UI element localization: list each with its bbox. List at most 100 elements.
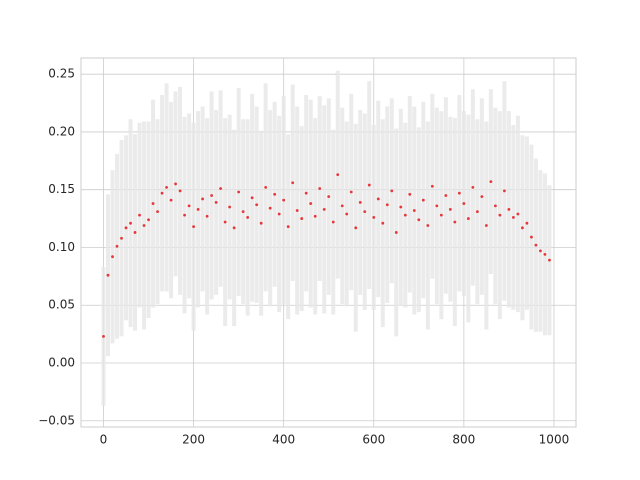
x-tick-label: 400 bbox=[272, 433, 295, 447]
point bbox=[336, 173, 340, 177]
point bbox=[255, 203, 259, 207]
point bbox=[484, 224, 488, 227]
point bbox=[214, 201, 218, 204]
point bbox=[340, 204, 344, 208]
point bbox=[534, 243, 538, 247]
point bbox=[512, 216, 515, 219]
point bbox=[201, 197, 204, 201]
point bbox=[138, 213, 141, 217]
point bbox=[412, 209, 416, 212]
point bbox=[444, 194, 448, 197]
point bbox=[507, 207, 511, 211]
point bbox=[521, 226, 524, 230]
point bbox=[282, 198, 286, 202]
point bbox=[548, 258, 551, 262]
point bbox=[160, 191, 164, 195]
point bbox=[151, 202, 155, 205]
point bbox=[223, 220, 227, 224]
point bbox=[435, 204, 439, 208]
point bbox=[268, 206, 272, 210]
point bbox=[250, 196, 254, 200]
point bbox=[539, 249, 542, 253]
point bbox=[183, 213, 186, 217]
point bbox=[295, 209, 299, 212]
point bbox=[165, 185, 168, 189]
x-tick-label: 0 bbox=[100, 433, 108, 447]
point bbox=[367, 183, 371, 187]
point bbox=[210, 194, 214, 197]
point bbox=[232, 226, 236, 230]
point bbox=[417, 218, 421, 222]
point bbox=[457, 191, 461, 195]
point bbox=[475, 210, 479, 214]
point bbox=[318, 187, 322, 190]
point bbox=[133, 231, 137, 234]
point bbox=[228, 205, 232, 209]
point bbox=[439, 213, 443, 217]
point bbox=[246, 216, 250, 219]
point bbox=[277, 212, 281, 216]
tick-labels: 0 200 400 600 800 1000 −0.05 0.00 0.05 0.10 0.15 0.… bbox=[38, 67, 569, 447]
point bbox=[345, 212, 349, 216]
point bbox=[291, 181, 295, 185]
point bbox=[196, 207, 200, 211]
point bbox=[219, 187, 223, 190]
y-tick-label: 0.00 bbox=[48, 355, 75, 369]
point bbox=[331, 220, 335, 224]
plot-area bbox=[101, 70, 552, 406]
point bbox=[192, 225, 195, 229]
point bbox=[327, 195, 331, 199]
y-tick-label: 0.20 bbox=[48, 124, 75, 138]
point bbox=[237, 190, 241, 194]
point bbox=[471, 185, 475, 189]
point bbox=[259, 221, 263, 225]
point bbox=[390, 189, 394, 193]
point bbox=[493, 204, 497, 208]
point bbox=[124, 226, 128, 230]
point bbox=[399, 205, 403, 209]
point bbox=[525, 221, 529, 225]
point bbox=[142, 224, 146, 227]
point bbox=[178, 189, 182, 193]
point bbox=[363, 210, 367, 214]
point bbox=[498, 213, 502, 217]
x-tick-label: 800 bbox=[452, 433, 475, 447]
y-tick-label: −0.05 bbox=[38, 413, 75, 427]
point bbox=[106, 273, 110, 277]
point bbox=[264, 185, 268, 189]
point bbox=[120, 236, 123, 240]
point bbox=[300, 217, 304, 220]
point bbox=[156, 210, 159, 214]
y-tick-label: 0.05 bbox=[48, 298, 75, 312]
point bbox=[309, 202, 313, 205]
point bbox=[403, 213, 407, 217]
x-tick-label: 200 bbox=[182, 433, 205, 447]
point bbox=[543, 252, 547, 256]
point bbox=[426, 224, 430, 227]
point bbox=[205, 214, 209, 218]
point bbox=[421, 198, 425, 202]
point bbox=[466, 217, 470, 220]
point bbox=[115, 244, 119, 248]
point bbox=[480, 195, 484, 199]
point bbox=[462, 202, 466, 205]
point bbox=[358, 201, 362, 204]
point bbox=[372, 216, 376, 219]
point bbox=[349, 190, 353, 194]
point bbox=[273, 192, 277, 196]
point bbox=[503, 189, 506, 193]
point bbox=[430, 184, 434, 188]
point bbox=[394, 231, 398, 234]
point bbox=[530, 235, 533, 239]
point bbox=[169, 198, 173, 202]
point bbox=[354, 226, 358, 230]
axes-frame bbox=[80, 57, 577, 428]
point bbox=[129, 221, 132, 225]
point bbox=[408, 192, 412, 196]
point bbox=[313, 214, 317, 218]
point bbox=[385, 203, 389, 207]
point bbox=[376, 197, 380, 201]
x-tick-label: 1000 bbox=[539, 433, 570, 447]
point bbox=[489, 180, 493, 184]
